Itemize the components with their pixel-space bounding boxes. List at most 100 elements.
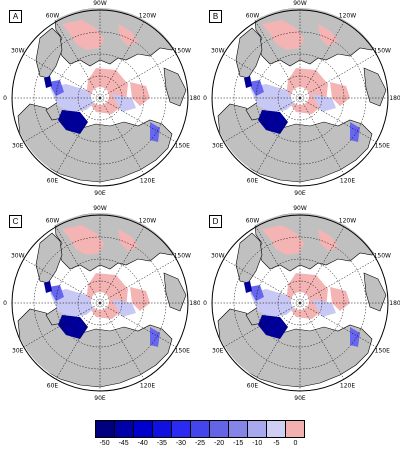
meridian-line [223,258,301,304]
colorbar-label: -45 [118,440,129,447]
colorbar-swatch [191,421,210,437]
pole-hole [291,87,309,105]
longitude-label: 120W [139,218,156,225]
map-boundary [11,9,189,187]
land-mass [363,272,387,312]
colorbar: -50 -45 -40 -35 -30 -25 -20 -15 -10 -5 0 [95,420,305,450]
positive-anomaly [130,287,150,311]
map-panel-c: 90W 120W 150W 180 150E 120E 90E 60E 30E 0 30W 60W C [0,205,200,405]
longitude-label: 30E [12,143,24,150]
meridian-line [299,258,377,304]
positive-anomaly [330,287,350,311]
longitude-label: 150W [174,253,191,260]
colorbar-swatches [95,420,305,438]
negative-anomaly-dark [244,281,252,293]
colorbar-label: -5 [273,440,280,447]
longitude-label: 150W [374,253,391,260]
colorbar-labels: -50 -45 -40 -35 -30 -25 -20 -15 -10 -5 0 [95,438,305,450]
positive-anomaly [62,225,104,255]
positive-anomaly [330,82,350,106]
polar-map: 90W 120W 150W 180 150E 120E 90E 60E 30E 0 30W 60W [203,0,400,197]
meridian-line [23,302,101,348]
panel-label: D [209,215,222,228]
map-boundary [11,214,189,392]
meridian-line [99,302,177,348]
meridian-line [299,97,377,143]
longitude-label: 90E [94,395,106,402]
negative-anomaly-mid [150,327,160,347]
colorbar-swatch [267,421,286,437]
longitude-label: 60E [47,177,59,184]
longitude-label: 30W [211,48,225,55]
colorbar-label: -50 [99,440,110,447]
map-boundary [211,214,389,392]
colorbar-label: -40 [137,440,148,447]
longitude-label: 90W [93,0,107,7]
longitude-label: 60W [46,218,60,225]
colorbar-swatch [172,421,191,437]
colorbar-swatch [153,421,172,437]
positive-anomaly [262,225,304,255]
longitude-label: 120E [340,177,355,184]
meridian-line [299,53,377,99]
longitude-label: 0 [203,300,207,307]
longitude-label: 0 [203,95,207,102]
negative-anomaly-mid [150,122,160,142]
negative-anomaly-light [112,94,136,112]
latitude-circle [255,53,345,143]
meridian-line [223,53,301,99]
negative-anomaly-light [312,299,336,317]
latitude-circle [255,258,345,348]
longitude-label: 30E [212,348,224,355]
longitude-label: 90E [94,190,106,197]
negative-anomaly-mid [350,327,360,347]
longitude-label: 30W [11,48,25,55]
negative-anomaly-dark [44,281,52,293]
pole-hole [91,292,109,310]
colorbar-label: -25 [194,440,206,447]
longitude-label: 150W [374,48,391,55]
longitude-label: 30W [211,253,225,260]
negative-anomaly-mid [248,285,264,301]
field-layer [217,213,387,388]
field-layer [217,8,387,183]
meridian-line [299,302,377,348]
longitude-label: 150W [174,48,191,55]
longitude-label: 150E [375,143,390,150]
polar-map: 90W 120W 150W 180 150E 120E 90E 60E 30E 0 30W 60W [3,205,200,402]
longitude-label: 180 [189,95,200,102]
meridian-line [23,97,101,143]
pole-hole [91,87,109,105]
longitude-label: 120E [140,382,155,389]
longitude-label: 90E [294,190,306,197]
longitude-label: 60E [47,382,59,389]
longitude-label: 0 [3,95,7,102]
negative-anomaly-dark [58,315,88,339]
positive-anomaly [130,82,150,106]
colorbar-swatch [115,421,134,437]
meridian-line [255,21,301,99]
meridian-line [223,97,301,143]
map-boundary [211,9,389,187]
longitude-label: 120W [339,13,356,20]
meridian-line [99,21,145,99]
negative-anomaly-dark [258,110,288,134]
meridian-line [223,302,301,348]
colorbar-swatch [96,421,115,437]
colorbar-swatch [134,421,153,437]
meridian-line [99,97,177,143]
meridian-line [255,302,301,380]
panel-label: C [9,215,22,228]
longitude-label: 60E [247,177,259,184]
colorbar-swatch [286,421,304,437]
map-panel-b: 90W 120W 150W 180 150E 120E 90E 60E 30E 0 30W 60W B [200,0,400,200]
polar-map: 90W 120W 150W 180 150E 120E 90E 60E 30E 0 30W 60W [3,0,200,197]
panel-label: B [209,10,222,23]
land-mass [254,8,377,67]
longitude-label: 30W [11,253,25,260]
meridian-line [299,302,345,380]
meridian-line [299,97,345,175]
panel-label: A [9,10,22,23]
latitude-circle [55,53,145,143]
colorbar-label: 0 [293,440,298,447]
